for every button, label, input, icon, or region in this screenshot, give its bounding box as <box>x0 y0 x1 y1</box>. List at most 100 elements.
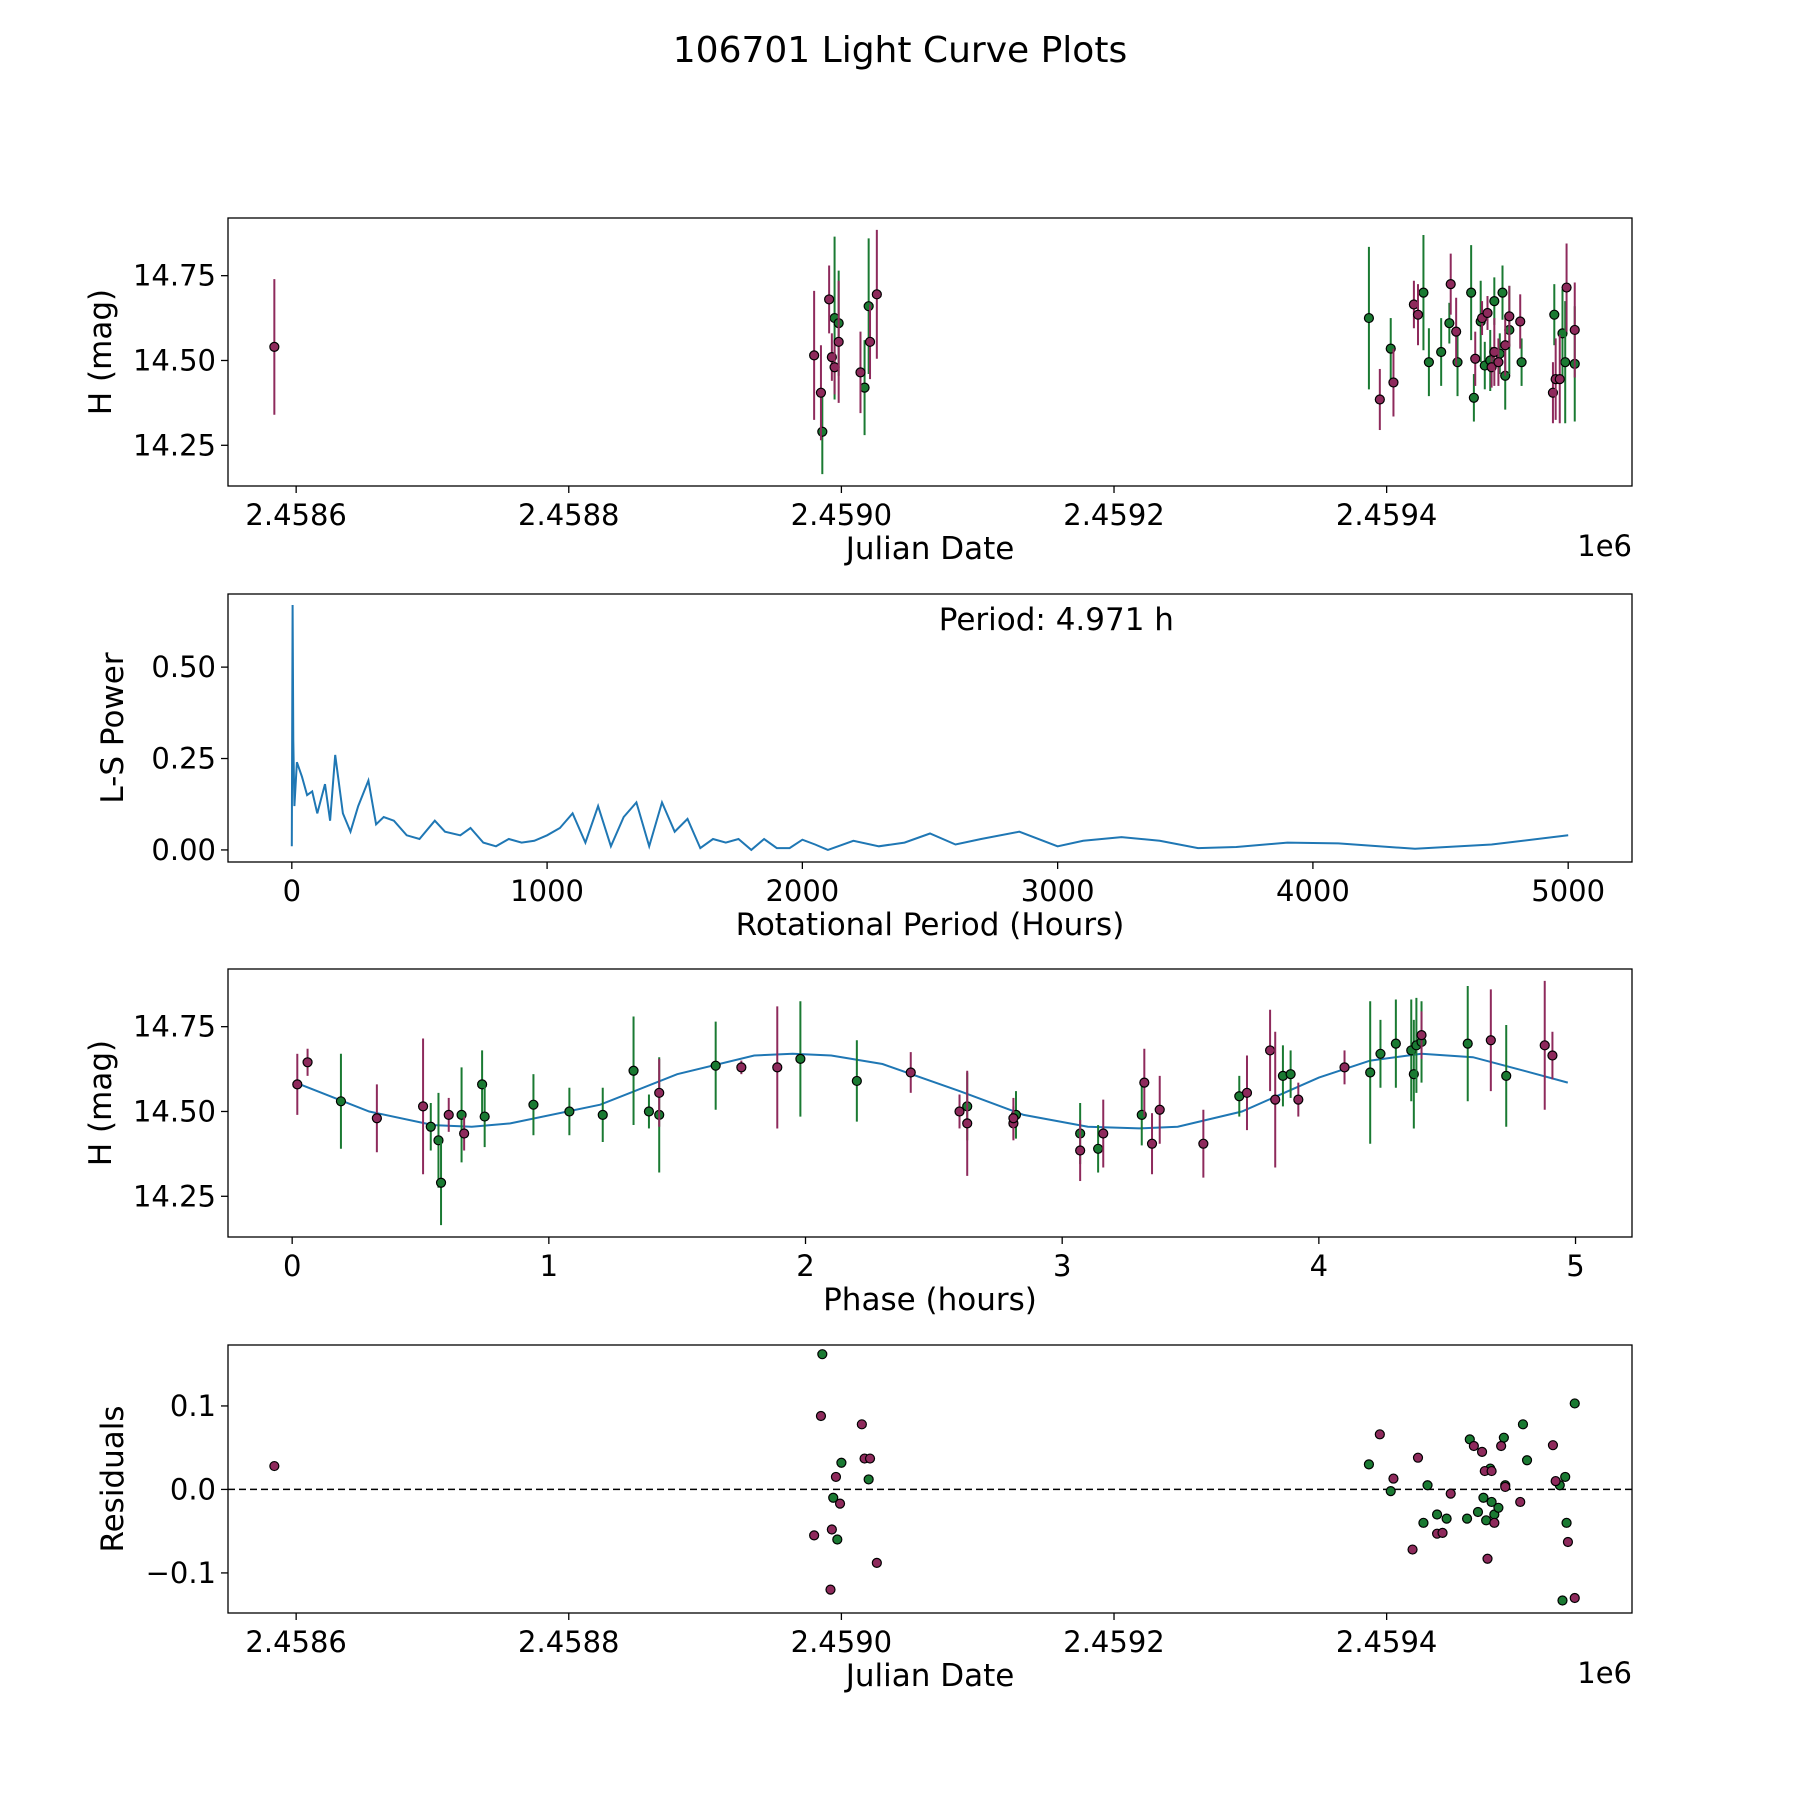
data-point <box>1374 394 1385 405</box>
phased-panel: 0 1 2 3 4 5 14.25 14.50 14.75 Phase (hours) H (mag… <box>83 968 1633 1318</box>
data-point <box>1500 1481 1511 1493</box>
phased-ylabel: H (mag) <box>83 1040 119 1166</box>
data-point <box>1385 1486 1396 1497</box>
data-point <box>1418 287 1429 298</box>
periodogram-xlabel: Rotational Period (Hours) <box>736 907 1125 943</box>
data-point <box>1390 1038 1401 1049</box>
data-point <box>1098 1128 1109 1139</box>
data-point <box>826 1524 837 1535</box>
data-point <box>1569 1592 1580 1604</box>
x-tick-label: 2.4594 <box>1336 1625 1437 1659</box>
data-point <box>479 1111 490 1122</box>
data-point <box>1285 1069 1296 1080</box>
y-tick-label: 0.50 <box>151 650 216 684</box>
data-point <box>654 1087 665 1098</box>
data-point <box>1472 1506 1484 1518</box>
data-point <box>1478 1492 1489 1503</box>
data-point <box>1436 346 1447 358</box>
data-point <box>1462 1038 1473 1049</box>
data-point <box>1468 392 1479 403</box>
y-tick-label: 0.0 <box>170 1472 216 1506</box>
data-point <box>1468 1440 1479 1452</box>
residuals-panel: 2.4586 2.4588 2.4590 2.4592 2.4594 −0.1 0.0 0.1… <box>95 1344 1633 1694</box>
data-point <box>1363 312 1375 324</box>
y-tick-label: 14.25 <box>133 1179 216 1213</box>
data-point <box>809 350 820 361</box>
y-tick-label: 0.1 <box>170 1389 216 1423</box>
data-point <box>1486 1496 1497 1508</box>
data-point <box>1516 357 1527 368</box>
data-point <box>864 336 876 347</box>
x-tick-label: 2.4592 <box>1063 1625 1164 1659</box>
data-point <box>1521 1455 1533 1466</box>
data-point <box>1504 311 1515 322</box>
data-point <box>1198 1138 1209 1149</box>
data-point <box>1154 1104 1165 1115</box>
data-point <box>833 336 844 347</box>
data-point <box>443 1109 454 1120</box>
data-point <box>1412 309 1424 320</box>
data-point <box>856 1419 867 1430</box>
data-point <box>1482 1553 1493 1564</box>
data-point <box>1241 1087 1253 1098</box>
data-point <box>1569 1398 1580 1409</box>
data-point <box>1561 282 1572 293</box>
phased-xlabel: Phase (hours) <box>823 1282 1037 1318</box>
data-point <box>1093 1143 1104 1154</box>
data-point <box>628 1065 639 1076</box>
data-point <box>825 1584 836 1595</box>
data-point <box>1569 324 1580 336</box>
data-point <box>836 1457 847 1468</box>
periodogram-panel: 0 1000 2000 3000 4000 5000 0.00 0.25 0.50 Rotatio… <box>95 593 1633 943</box>
data-point <box>425 1121 436 1132</box>
data-point <box>795 1053 806 1064</box>
data-point <box>1374 1429 1385 1440</box>
y-tick-label: 0.00 <box>151 833 216 867</box>
data-point <box>1560 1471 1571 1483</box>
data-point <box>643 1106 655 1117</box>
residuals-ylabel: Residuals <box>95 1405 131 1552</box>
x-tick-label: 1000 <box>510 874 584 908</box>
data-point <box>1560 357 1571 368</box>
data-point <box>815 387 827 398</box>
data-point <box>1557 1595 1568 1606</box>
data-point <box>1431 1509 1443 1520</box>
x-tick-label: 3 <box>1053 1249 1071 1283</box>
data-point <box>1517 1419 1529 1430</box>
data-point <box>597 1109 608 1120</box>
data-point <box>871 289 882 300</box>
data-point <box>1264 1045 1276 1056</box>
data-point <box>417 1101 429 1112</box>
data-point <box>824 294 835 305</box>
data-point <box>905 1067 916 1078</box>
lightcurve-panel: 2.4586 2.4588 2.4590 2.4592 2.4594 14.25 14.50… <box>83 217 1633 567</box>
data-point <box>1539 1040 1550 1051</box>
data-point <box>1441 1513 1452 1524</box>
data-point <box>863 1474 874 1485</box>
data-point <box>1444 318 1455 329</box>
x-tick-label: 2.4588 <box>518 498 619 532</box>
data-point <box>1515 316 1526 327</box>
data-point <box>1562 1536 1574 1548</box>
x-tick-label: 2.4592 <box>1063 498 1164 532</box>
x-tick-label: 2 <box>796 1249 814 1283</box>
data-point <box>435 1177 447 1188</box>
data-point <box>1497 287 1508 298</box>
x-tick-label: 2.4590 <box>791 1625 892 1659</box>
data-point <box>817 1349 828 1360</box>
data-point <box>1445 279 1456 290</box>
periodogram-ylabel: L-S Power <box>95 652 131 803</box>
y-tick-label: 14.50 <box>133 1094 216 1128</box>
data-point <box>962 1118 973 1129</box>
y-tick-label: 14.75 <box>133 1010 216 1044</box>
data-point <box>815 1410 827 1422</box>
data-point <box>1485 1035 1496 1046</box>
data-point <box>1547 1050 1558 1061</box>
data-point <box>1461 1513 1473 1524</box>
periodogram-plot-area <box>290 604 1569 852</box>
data-point <box>834 1498 846 1509</box>
data-point <box>855 367 866 378</box>
data-point <box>1363 1459 1375 1470</box>
x-tick-label: 0 <box>283 1249 301 1283</box>
data-point <box>1493 357 1504 368</box>
